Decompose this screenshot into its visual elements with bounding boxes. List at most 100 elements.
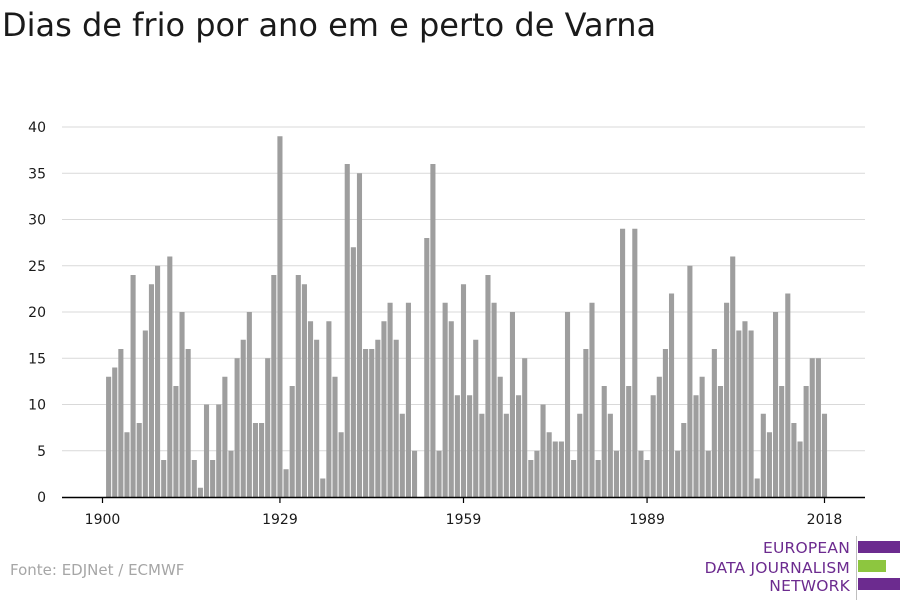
bar-1915	[191, 460, 197, 497]
x-tick-label: 1929	[262, 512, 298, 528]
bar-1930	[283, 469, 289, 497]
bar-1944	[369, 349, 375, 497]
bar-1945	[375, 339, 381, 497]
bar-1987	[632, 228, 638, 497]
bar-2010	[773, 312, 779, 497]
bar-1922	[234, 358, 240, 497]
bar-1907	[142, 330, 148, 497]
bar-2014	[797, 441, 803, 497]
bar-2018	[821, 413, 828, 497]
bar-1923	[240, 339, 246, 497]
bar-1913	[179, 312, 185, 497]
bar-1970	[528, 460, 534, 497]
bar-1938	[332, 376, 338, 497]
bar-1924	[246, 312, 252, 497]
bar-1933	[301, 284, 307, 497]
bar-2009	[766, 432, 772, 497]
bar-1903	[118, 349, 124, 497]
bar-1941	[350, 247, 356, 497]
bar-2011	[779, 386, 785, 497]
bar-2006	[748, 330, 754, 497]
bar-1934	[307, 321, 314, 497]
y-tick-label: 35	[28, 166, 46, 182]
bar-1989	[644, 460, 650, 497]
logo-separator	[856, 536, 857, 600]
bar-1935	[314, 339, 320, 497]
bar-1992	[662, 349, 668, 497]
bar-2003	[730, 256, 736, 497]
bar-1936	[320, 478, 326, 497]
bar-1997	[693, 395, 699, 497]
bar-1953	[424, 238, 430, 497]
source-note: Fonte: EDJNet / ECMWF	[10, 561, 185, 579]
bar-2015	[803, 386, 809, 497]
bar-1949	[399, 413, 405, 497]
y-tick-label: 30	[28, 213, 46, 229]
bar-1967	[509, 312, 515, 497]
bar-1991	[656, 376, 662, 497]
bar-1965	[497, 376, 503, 497]
logo-bar-purple-bottom	[858, 578, 900, 590]
bar-1977	[571, 460, 577, 497]
bar-1981	[595, 460, 601, 497]
logo-line-1: EUROPEAN	[762, 539, 850, 557]
y-tick-label: 25	[28, 259, 46, 275]
bar-1995	[681, 423, 687, 497]
bar-1964	[491, 302, 497, 497]
bar-1932	[295, 275, 301, 497]
bar-1951	[412, 450, 418, 497]
x-tick-label: 1959	[446, 512, 482, 528]
logo-bar-purple-top	[858, 541, 900, 553]
bars	[106, 136, 828, 497]
bar-1961	[473, 339, 479, 497]
bar-1906	[136, 423, 142, 497]
bar-1986	[626, 386, 632, 497]
bar-1973	[546, 432, 552, 497]
bar-1917	[203, 404, 210, 497]
bar-1937	[326, 321, 332, 497]
bar-1939	[338, 432, 344, 497]
bar-1959	[460, 284, 467, 497]
bar-1972	[540, 404, 546, 497]
bar-1918	[210, 460, 216, 497]
bar-1927	[265, 358, 271, 497]
bar-1928	[271, 275, 277, 497]
bar-1978	[577, 413, 583, 497]
bar-1926	[259, 423, 265, 497]
x-tick-label: 2018	[807, 512, 843, 528]
bar-1974	[552, 441, 558, 497]
bar-1955	[436, 450, 442, 497]
bar-2000	[711, 349, 717, 497]
bar-1931	[289, 386, 295, 497]
bar-1914	[185, 349, 191, 497]
bar-1919	[216, 404, 222, 497]
bar-1954	[430, 164, 436, 497]
bar-1905	[130, 275, 136, 497]
bar-1990	[650, 395, 656, 497]
bar-2012	[785, 293, 791, 497]
y-tick-label: 0	[37, 490, 46, 506]
bar-1984	[613, 450, 620, 497]
bar-1958	[454, 395, 460, 497]
bar-1985	[620, 228, 626, 497]
y-tick-label: 40	[28, 120, 46, 136]
bar-1999	[705, 450, 711, 497]
bar-1988	[638, 450, 644, 497]
bar-2017	[815, 358, 821, 497]
logo-line-2: DATA JOURNALISM	[704, 559, 850, 577]
edjnet-logo: EUROPEAN DATA JOURNALISM NETWORK	[700, 536, 900, 600]
bar-1921	[228, 450, 234, 497]
y-tick-label: 5	[37, 444, 46, 460]
bar-2016	[809, 358, 815, 497]
bar-1946	[381, 321, 387, 497]
bar-1975	[558, 441, 564, 497]
y-tick-label: 10	[28, 398, 46, 414]
bar-1993	[668, 293, 675, 497]
bar-1925	[252, 423, 259, 497]
y-tick-label: 15	[28, 351, 46, 367]
bar-1969	[522, 358, 528, 497]
y-tick-label: 20	[28, 305, 46, 321]
bar-2005	[742, 321, 748, 497]
bar-1979	[583, 349, 589, 497]
